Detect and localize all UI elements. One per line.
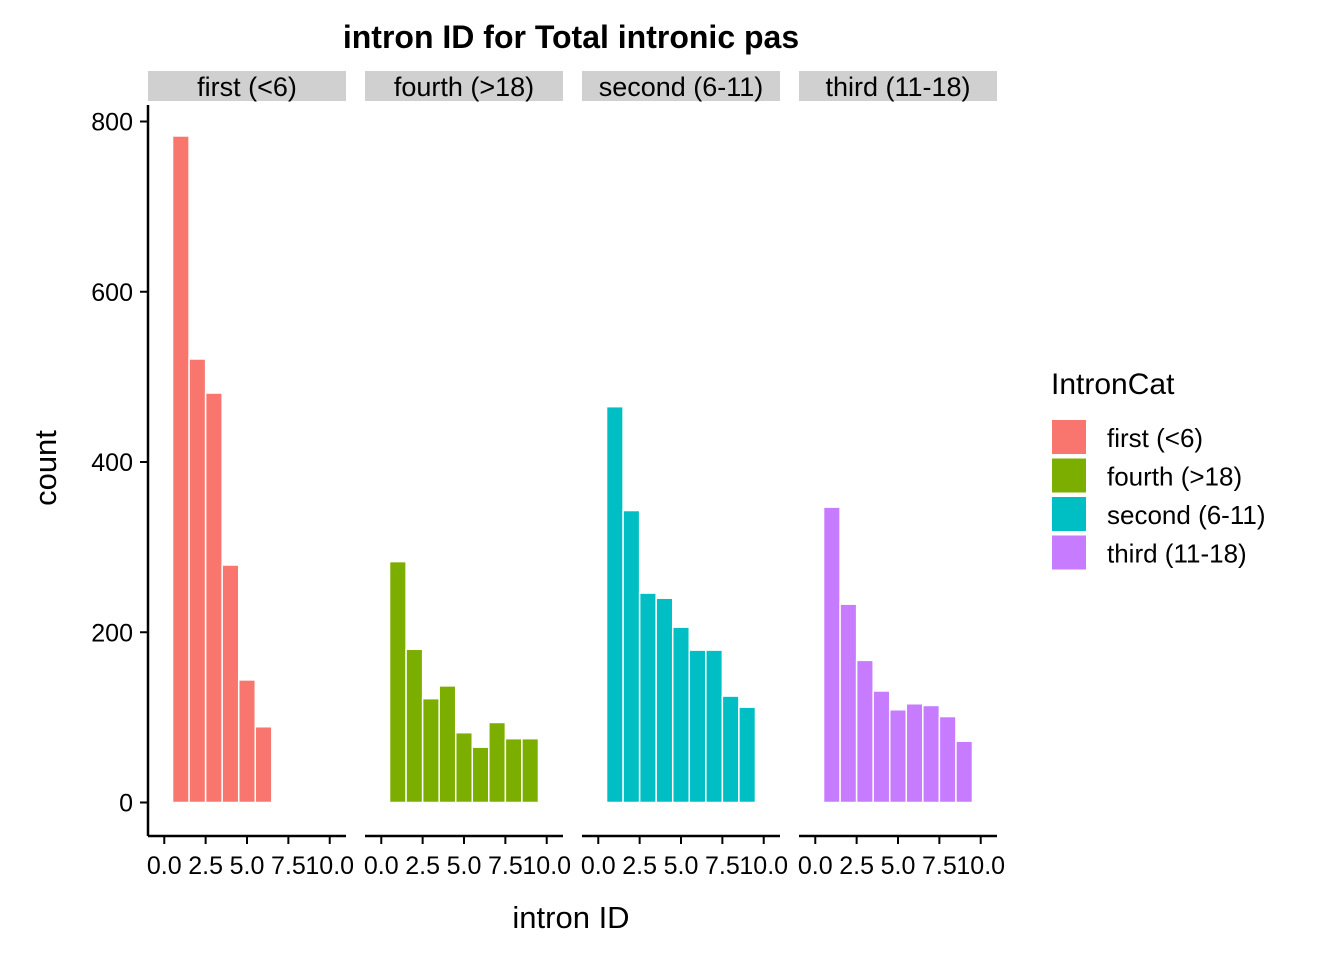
x-tick-label: 5.0: [447, 852, 482, 880]
x-tick-label: 0.0: [798, 852, 833, 880]
histogram-bar: [254, 725, 273, 804]
facet-strip: [365, 71, 563, 101]
facet-strip: [799, 71, 997, 101]
x-tick-label: 7.5: [922, 852, 957, 880]
x-tick-label: 0.0: [147, 852, 182, 880]
histogram-bar: [721, 695, 740, 804]
histogram-bar: [922, 704, 941, 804]
histogram-bar: [705, 649, 724, 804]
facet-panel-third-11-18: third (11-18) 0.0 2.5 5.0 7.5 10.0: [798, 71, 1005, 880]
x-tick-label: 2.5: [188, 852, 223, 880]
histogram-bar: [622, 509, 641, 804]
facet-panel-second-6-11: second (6-11) 0.0 2.5 5.0 7.5 10.0: [581, 71, 788, 880]
y-axis: 0 200 400 600 800: [91, 105, 150, 836]
legend-item-first-6: first (<6): [1052, 420, 1203, 454]
histogram-bar: [237, 679, 257, 804]
x-tick-label: 2.5: [405, 852, 440, 880]
facet-strip-label: second (6-11): [599, 72, 764, 102]
x-tick-label: 5.0: [230, 852, 265, 880]
histogram-bar: [872, 690, 891, 804]
legend-label: second (6-11): [1107, 500, 1266, 530]
x-tick-label: 10.0: [305, 852, 354, 880]
histogram-bar: [638, 592, 657, 804]
histogram-bar: [388, 560, 407, 804]
histogram-bar: [488, 721, 507, 804]
y-tick-label: 400: [91, 449, 133, 477]
facet-strip: [582, 71, 780, 101]
histogram-bar: [905, 703, 924, 804]
y-tick-label: 0: [119, 790, 133, 818]
x-tick-label: 0.0: [364, 852, 399, 880]
histogram-bar: [471, 746, 490, 804]
facet-strip-label: third (11-18): [825, 72, 970, 102]
y-tick-label: 200: [91, 619, 133, 647]
x-tick-label: 10.0: [739, 852, 788, 880]
facet-strip: [148, 71, 346, 101]
legend-item-second-6-11: second (6-11): [1052, 497, 1266, 531]
histogram-bar: [188, 358, 207, 804]
histogram-bar: [221, 564, 240, 804]
legend-label: fourth (>18): [1107, 462, 1242, 492]
legend-item-third-11-18: third (11-18): [1052, 535, 1247, 570]
histogram-bar: [421, 697, 440, 804]
facet-panel-first-6: first (<6) 0.0 2.5 5.0 7.5 10.0: [147, 71, 354, 880]
histogram-bar: [688, 649, 707, 804]
histogram-bar: [888, 708, 908, 804]
legend-title: IntronCat: [1051, 368, 1175, 401]
facet-panel-fourth-18: fourth (>18) 0.0 2.5 5.0 7.5 10.0: [364, 71, 571, 880]
x-tick-label: 7.5: [705, 852, 740, 880]
x-tick-label: 7.5: [488, 852, 523, 880]
histogram-bar: [671, 626, 691, 804]
legend-item-fourth-18: fourth (>18): [1052, 458, 1242, 493]
x-axis-title: intron ID: [512, 900, 629, 935]
legend-swatch: [1052, 420, 1086, 454]
histogram-bar: [822, 506, 841, 804]
facet-strip-label: first (<6): [197, 72, 297, 102]
histogram-bar: [605, 405, 624, 804]
histogram-bar: [839, 603, 858, 804]
histogram-bar: [938, 715, 957, 804]
legend-label: third (11-18): [1107, 539, 1247, 569]
x-tick-label: 7.5: [271, 852, 306, 880]
legend-swatch: [1052, 497, 1086, 531]
histogram-bar: [955, 740, 974, 804]
histogram-bar: [438, 685, 457, 804]
x-tick-label: 5.0: [881, 852, 916, 880]
x-tick-label: 2.5: [622, 852, 657, 880]
histogram-bar: [521, 737, 540, 804]
histogram-bar: [504, 737, 523, 804]
histogram-bar: [655, 597, 674, 804]
facet-strip-label: fourth (>18): [394, 72, 534, 102]
legend-swatch: [1052, 458, 1086, 493]
x-tick-label: 5.0: [664, 852, 699, 880]
chart-title: intron ID for Total intronic pas: [343, 19, 799, 55]
y-axis-title: count: [28, 430, 63, 506]
y-tick-label: 600: [91, 279, 133, 307]
x-tick-label: 10.0: [522, 852, 571, 880]
x-tick-label: 2.5: [839, 852, 874, 880]
histogram-bar: [171, 135, 190, 804]
histogram-bar: [855, 659, 874, 804]
histogram-bar: [204, 392, 223, 804]
histogram-bar: [454, 731, 474, 804]
legend-label: first (<6): [1107, 423, 1203, 453]
x-tick-label: 10.0: [956, 852, 1005, 880]
legend-items: first (<6) fourth (>18) second (6-11) third…: [1052, 420, 1266, 570]
legend: IntronCat first (<6) fourth (>18) second (…: [1051, 368, 1266, 570]
legend-swatch: [1052, 535, 1086, 570]
histogram-bar: [738, 706, 757, 804]
x-tick-label: 0.0: [581, 852, 616, 880]
histogram-bar: [405, 648, 424, 804]
y-tick-label: 800: [91, 109, 133, 137]
